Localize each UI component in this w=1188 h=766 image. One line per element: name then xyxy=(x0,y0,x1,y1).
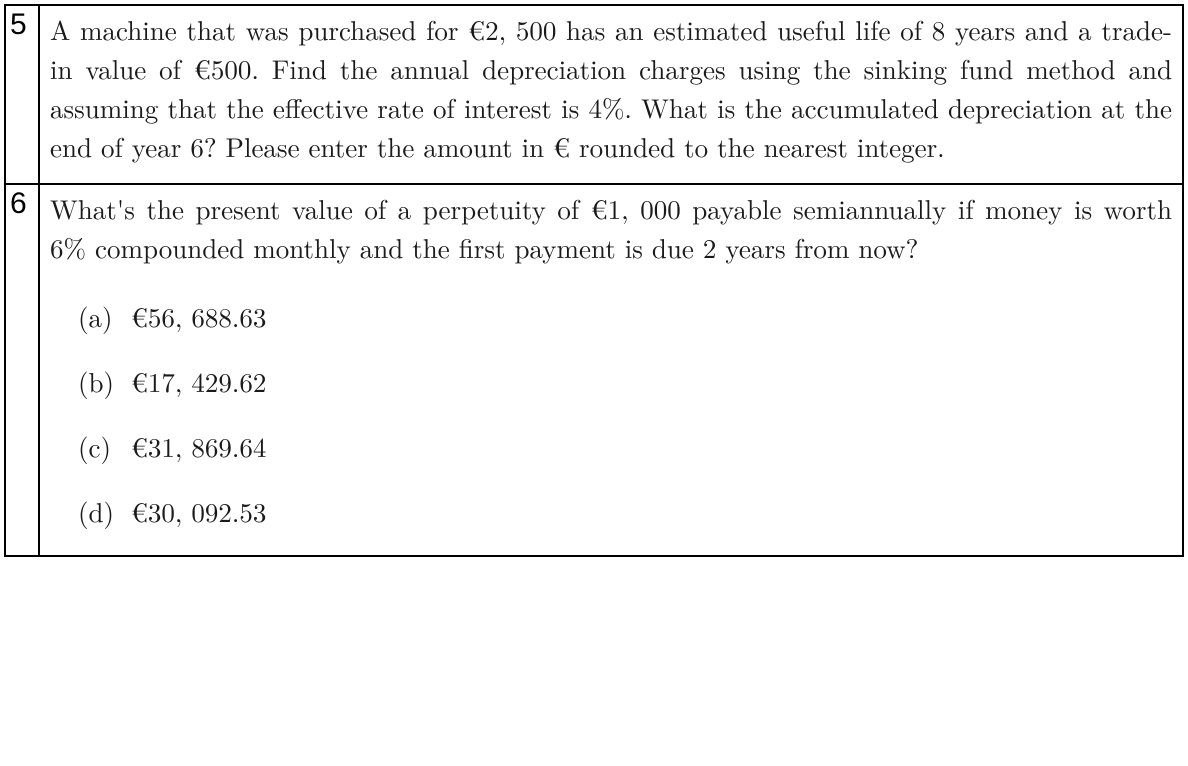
question-number: 5 xyxy=(6,6,40,183)
option-b: (b) €17, 429.62 xyxy=(78,362,1172,401)
question-row: 6 What's the present value of a perpetui… xyxy=(6,185,1182,556)
questions-table: 5 A machine that was purchased for €2, 5… xyxy=(4,4,1184,557)
option-label: (b) xyxy=(78,362,122,401)
question-body: What's the present value of a perpetuity… xyxy=(40,185,1182,556)
option-value: €17, 429.62 xyxy=(131,362,266,400)
option-label: (c) xyxy=(78,427,122,466)
question-text: A machine that was purchased for €2, 500… xyxy=(50,10,1172,167)
option-label: (a) xyxy=(78,297,122,336)
option-a: (a) €56, 688.63 xyxy=(78,297,1172,336)
option-d: (d) €30, 092.53 xyxy=(78,492,1172,531)
option-c: (c) €31, 869.64 xyxy=(78,427,1172,466)
option-value: €31, 869.64 xyxy=(131,427,266,465)
question-body: A machine that was purchased for €2, 500… xyxy=(40,6,1182,183)
question-number: 6 xyxy=(6,185,40,556)
options-list: (a) €56, 688.63 (b) €17, 429.62 (c) €31,… xyxy=(50,297,1172,532)
option-label: (d) xyxy=(78,492,122,531)
question-row: 5 A machine that was purchased for €2, 5… xyxy=(6,6,1182,185)
option-value: €30, 092.53 xyxy=(131,492,266,530)
question-text: What's the present value of a perpetuity… xyxy=(50,189,1172,267)
option-value: €56, 688.63 xyxy=(131,297,266,335)
